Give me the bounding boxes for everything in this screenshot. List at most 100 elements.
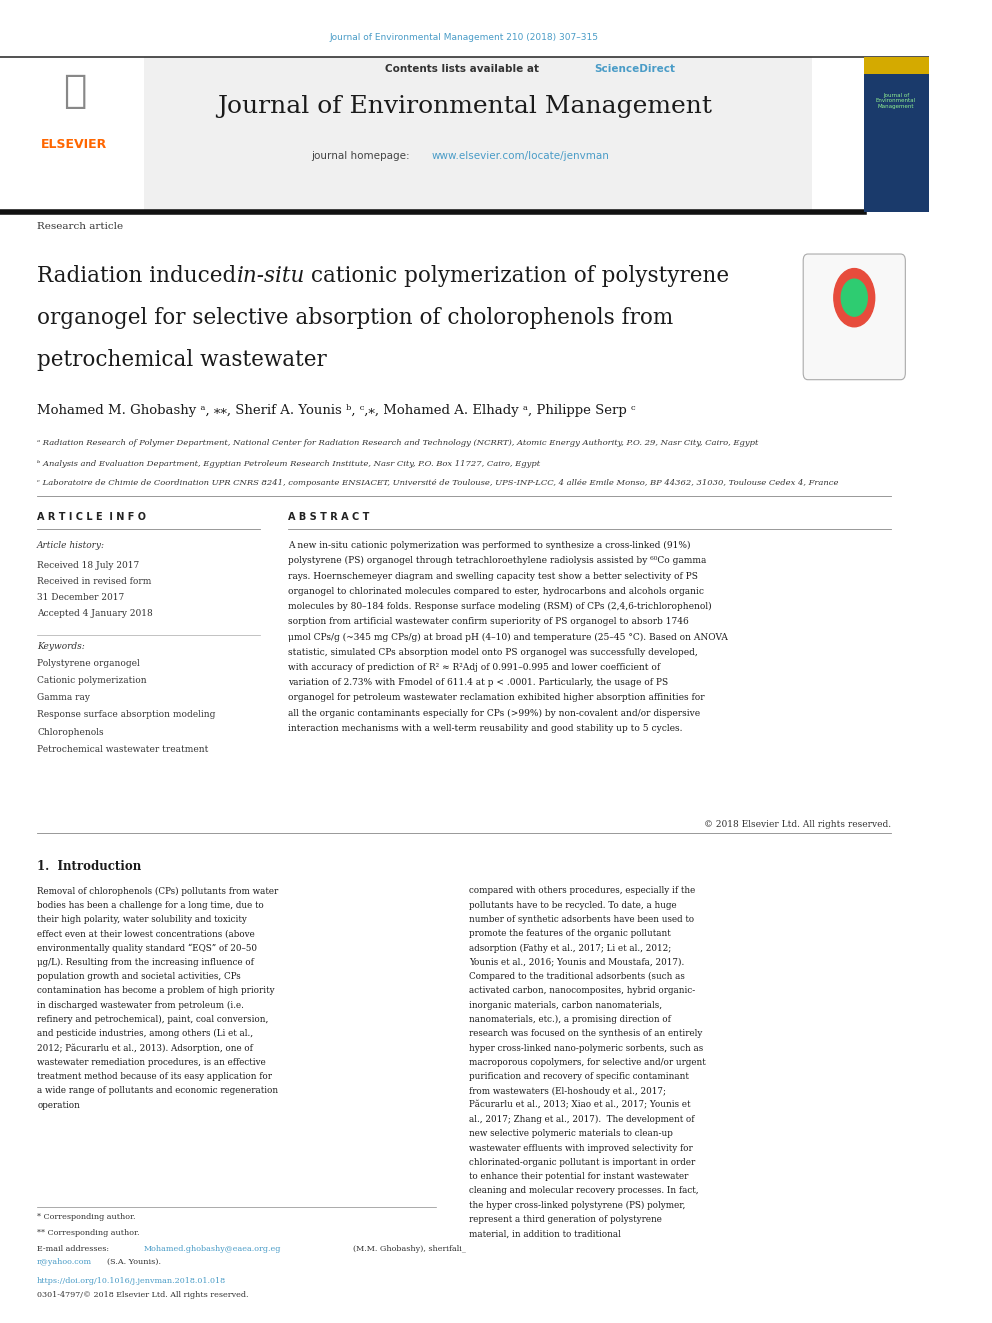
Text: A R T I C L E  I N F O: A R T I C L E I N F O <box>37 512 146 523</box>
Text: compared with others procedures, especially if the: compared with others procedures, especia… <box>469 886 695 896</box>
Text: refinery and petrochemical), paint, coal conversion,: refinery and petrochemical), paint, coal… <box>37 1015 269 1024</box>
Text: rays. Hoernschemeyer diagram and swelling capacity test show a better selectivit: rays. Hoernschemeyer diagram and swellin… <box>288 572 697 581</box>
Circle shape <box>841 279 867 316</box>
Text: nanomaterials, etc.), a promising direction of: nanomaterials, etc.), a promising direct… <box>469 1015 671 1024</box>
FancyBboxPatch shape <box>804 254 906 380</box>
Text: 2012; Păcurarlu et al., 2013). Adsorption, one of: 2012; Păcurarlu et al., 2013). Adsorptio… <box>37 1044 253 1053</box>
Text: A new in-situ cationic polymerization was performed to synthesize a cross-linked: A new in-situ cationic polymerization wa… <box>288 541 690 550</box>
Text: with accuracy of prediction of R² ≈ R²Adj of 0.991–0.995 and lower coefficient o: with accuracy of prediction of R² ≈ R²Ad… <box>288 663 660 672</box>
Text: inorganic materials, carbon nanomaterials,: inorganic materials, carbon nanomaterial… <box>469 1000 662 1009</box>
Text: Chlorophenols: Chlorophenols <box>37 728 104 737</box>
Text: A B S T R A C T: A B S T R A C T <box>288 512 369 523</box>
Text: from wastewaters (El-hoshoudy et al., 2017;: from wastewaters (El-hoshoudy et al., 20… <box>469 1086 666 1095</box>
Text: Keywords:: Keywords: <box>37 642 85 651</box>
Text: bodies has been a challenge for a long time, due to: bodies has been a challenge for a long t… <box>37 901 264 910</box>
Text: cationic polymerization of polystyrene: cationic polymerization of polystyrene <box>304 265 729 287</box>
Text: 31 December 2017: 31 December 2017 <box>37 593 124 602</box>
Text: Compared to the traditional adsorbents (such as: Compared to the traditional adsorbents (… <box>469 972 684 982</box>
Text: effect even at their lowest concentrations (above: effect even at their lowest concentratio… <box>37 929 255 938</box>
Text: in discharged wastewater from petroleum (i.e.: in discharged wastewater from petroleum … <box>37 1000 244 1009</box>
Text: petrochemical wastewater: petrochemical wastewater <box>37 349 327 372</box>
Text: wastewater remediation procedures, is an effective: wastewater remediation procedures, is an… <box>37 1058 266 1066</box>
Text: number of synthetic adsorbents have been used to: number of synthetic adsorbents have been… <box>469 916 694 923</box>
Text: sorption from artificial wastewater confirm superiority of PS organogel to absor: sorption from artificial wastewater conf… <box>288 617 688 626</box>
Text: 0301-4797/© 2018 Elsevier Ltd. All rights reserved.: 0301-4797/© 2018 Elsevier Ltd. All right… <box>37 1291 249 1299</box>
Text: Removal of chlorophenols (CPs) pollutants from water: Removal of chlorophenols (CPs) pollutant… <box>37 886 279 896</box>
Text: www.elsevier.com/locate/jenvman: www.elsevier.com/locate/jenvman <box>432 151 610 161</box>
Text: their high polarity, water solubility and toxicity: their high polarity, water solubility an… <box>37 916 247 923</box>
Text: organogel to chlorinated molecules compared to ester, hydrocarbons and alcohols : organogel to chlorinated molecules compa… <box>288 587 704 595</box>
Text: https://doi.org/10.1016/j.jenvman.2018.01.018: https://doi.org/10.1016/j.jenvman.2018.0… <box>37 1277 226 1285</box>
FancyBboxPatch shape <box>144 57 812 212</box>
Text: Gamma ray: Gamma ray <box>37 693 90 703</box>
Text: © 2018 Elsevier Ltd. All rights reserved.: © 2018 Elsevier Ltd. All rights reserved… <box>704 820 892 830</box>
Text: ELSEVIER: ELSEVIER <box>41 138 107 151</box>
Text: Journal of Environmental Management: Journal of Environmental Management <box>217 95 712 118</box>
Text: interaction mechanisms with a well-term reusability and good stability up to 5 c: interaction mechanisms with a well-term … <box>288 724 682 733</box>
Text: 🌳: 🌳 <box>62 73 86 110</box>
Text: pollutants have to be recycled. To date, a huge: pollutants have to be recycled. To date,… <box>469 901 677 910</box>
Text: all the organic contaminants especially for CPs (>99%) by non-covalent and/or di: all the organic contaminants especially … <box>288 709 700 717</box>
Text: to enhance their potential for instant wastewater: to enhance their potential for instant w… <box>469 1172 688 1181</box>
Circle shape <box>834 269 875 327</box>
FancyBboxPatch shape <box>0 57 144 212</box>
Text: ScienceDirect: ScienceDirect <box>594 64 676 74</box>
Text: variation of 2.73% with Fmodel of 611.4 at p < .0001. Particularly, the usage of: variation of 2.73% with Fmodel of 611.4 … <box>288 677 668 687</box>
Text: statistic, simulated CPs absorption model onto PS organogel was successfully dev: statistic, simulated CPs absorption mode… <box>288 648 697 656</box>
Text: in-situ: in-situ <box>237 265 306 287</box>
Text: ᵇ Analysis and Evaluation Department, Egyptian Petroleum Research Institute, Nas: ᵇ Analysis and Evaluation Department, Eg… <box>37 460 541 468</box>
Text: ** Corresponding author.: ** Corresponding author. <box>37 1229 140 1237</box>
Text: Păcurarlu et al., 2013; Xiao et al., 2017; Younis et: Păcurarlu et al., 2013; Xiao et al., 201… <box>469 1101 690 1110</box>
Text: ᵃ Radiation Research of Polymer Department, National Center for Radiation Resear: ᵃ Radiation Research of Polymer Departme… <box>37 439 759 447</box>
Text: organogel for selective absorption of cholorophenols from: organogel for selective absorption of ch… <box>37 307 674 329</box>
Text: organogel for petroleum wastewater reclamation exhibited higher absorption affin: organogel for petroleum wastewater recla… <box>288 693 704 703</box>
Text: the hyper cross-linked polystyrene (PS) polymer,: the hyper cross-linked polystyrene (PS) … <box>469 1201 685 1209</box>
Text: new selective polymeric materials to clean-up: new selective polymeric materials to cle… <box>469 1130 673 1138</box>
Text: contamination has become a problem of high priority: contamination has become a problem of hi… <box>37 987 275 995</box>
Text: al., 2017; Zhang et al., 2017).  The development of: al., 2017; Zhang et al., 2017). The deve… <box>469 1115 694 1125</box>
Text: and pesticide industries, among others (Li et al.,: and pesticide industries, among others (… <box>37 1029 253 1039</box>
Text: Check for
updates: Check for updates <box>839 339 869 349</box>
Text: adsorption (Fathy et al., 2017; Li et al., 2012;: adsorption (Fathy et al., 2017; Li et al… <box>469 943 672 953</box>
Text: purification and recovery of specific contaminant: purification and recovery of specific co… <box>469 1072 688 1081</box>
Text: Radiation induced: Radiation induced <box>37 265 243 287</box>
Text: (M.M. Ghobashy), sherifali_: (M.M. Ghobashy), sherifali_ <box>353 1245 465 1253</box>
Text: population growth and societal activities, CPs: population growth and societal activitie… <box>37 972 241 982</box>
Text: journal homepage:: journal homepage: <box>311 151 413 161</box>
Text: promote the features of the organic pollutant: promote the features of the organic poll… <box>469 929 671 938</box>
Text: Journal of Environmental Management 210 (2018) 307–315: Journal of Environmental Management 210 … <box>329 33 599 42</box>
Text: Research article: Research article <box>37 222 123 232</box>
Text: Younis et al., 2016; Younis and Moustafa, 2017).: Younis et al., 2016; Younis and Moustafa… <box>469 958 684 967</box>
Text: Received 18 July 2017: Received 18 July 2017 <box>37 561 140 570</box>
Text: Article history:: Article history: <box>37 541 105 550</box>
Text: Response surface absorption modeling: Response surface absorption modeling <box>37 710 215 720</box>
Text: Mohamed.ghobashy@eaea.org.eg: Mohamed.ghobashy@eaea.org.eg <box>144 1245 282 1253</box>
Text: Accepted 4 January 2018: Accepted 4 January 2018 <box>37 609 153 618</box>
Text: wastewater effluents with improved selectivity for: wastewater effluents with improved selec… <box>469 1143 692 1152</box>
Text: chlorinated-organic pollutant is important in order: chlorinated-organic pollutant is importa… <box>469 1158 695 1167</box>
Text: Contents lists available at: Contents lists available at <box>386 64 543 74</box>
Text: (S.A. Younis).: (S.A. Younis). <box>107 1258 161 1266</box>
FancyBboxPatch shape <box>864 57 929 74</box>
Text: environmentally quality standard “EQS” of 20–50: environmentally quality standard “EQS” o… <box>37 943 257 953</box>
Text: μmol CPs/g (~345 mg CPs/g) at broad pH (4–10) and temperature (25–45 °C). Based : μmol CPs/g (~345 mg CPs/g) at broad pH (… <box>288 632 728 642</box>
Text: material, in addition to traditional: material, in addition to traditional <box>469 1229 621 1238</box>
Text: μg/L). Resulting from the increasing influence of: μg/L). Resulting from the increasing inf… <box>37 958 254 967</box>
Text: Received in revised form: Received in revised form <box>37 577 152 586</box>
Text: hyper cross-linked nano-polymeric sorbents, such as: hyper cross-linked nano-polymeric sorben… <box>469 1044 703 1053</box>
Text: ᶜ Laboratoire de Chimie de Coordination UPR CNRS 8241, composante ENSIACET, Univ: ᶜ Laboratoire de Chimie de Coordination … <box>37 479 838 487</box>
Text: macroporous copolymers, for selective and/or urgent: macroporous copolymers, for selective an… <box>469 1058 705 1066</box>
Text: Petrochemical wastewater treatment: Petrochemical wastewater treatment <box>37 745 208 754</box>
Text: molecules by 80–184 folds. Response surface modeling (RSM) of CPs (2,4,6-trichlo: molecules by 80–184 folds. Response surf… <box>288 602 711 611</box>
Text: Cationic polymerization: Cationic polymerization <box>37 676 147 685</box>
Text: operation: operation <box>37 1101 80 1110</box>
Text: treatment method because of its easy application for: treatment method because of its easy app… <box>37 1072 272 1081</box>
Text: Journal of
Environmental
Management: Journal of Environmental Management <box>876 93 916 110</box>
Text: polystyrene (PS) organogel through tetrachloroethylene radiolysis assisted by ⁶⁰: polystyrene (PS) organogel through tetra… <box>288 556 706 565</box>
Text: r@yahoo.com: r@yahoo.com <box>37 1258 92 1266</box>
Text: 1.  Introduction: 1. Introduction <box>37 860 142 873</box>
Text: E-mail addresses:: E-mail addresses: <box>37 1245 112 1253</box>
Text: Polystyrene organogel: Polystyrene organogel <box>37 659 140 668</box>
Text: research was focused on the synthesis of an entirely: research was focused on the synthesis of… <box>469 1029 702 1039</box>
FancyBboxPatch shape <box>864 57 929 212</box>
